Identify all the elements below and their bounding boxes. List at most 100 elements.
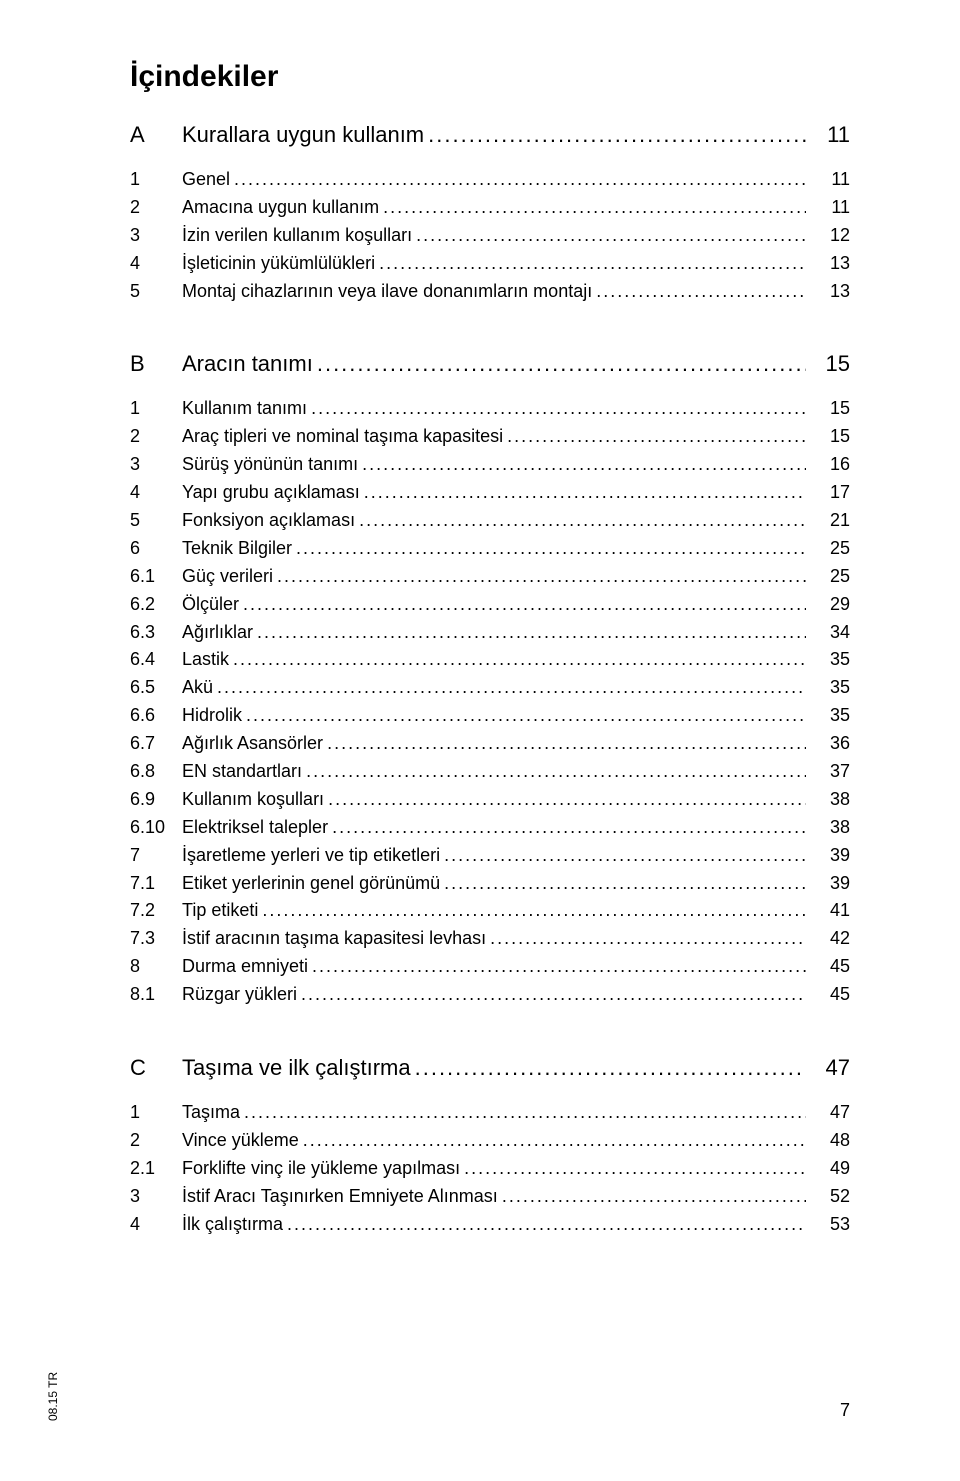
toc-section-title: Taşıma ve ilk çalıştırma bbox=[182, 1055, 415, 1081]
toc-entry-page: 15 bbox=[806, 395, 850, 423]
toc-entry: 6.3Ağırlıklar...........................… bbox=[130, 619, 850, 647]
toc-entry: 2Vince yükleme..........................… bbox=[130, 1127, 850, 1155]
section-separator bbox=[130, 1009, 850, 1037]
toc-entry-number: 4 bbox=[130, 250, 182, 278]
toc-entry-number: 6.2 bbox=[130, 591, 182, 619]
toc-entry: 7İşaretleme yerleri ve tip etiketleri...… bbox=[130, 842, 850, 870]
page-title: İçindekiler bbox=[130, 60, 850, 94]
toc-section-page: 11 bbox=[806, 122, 850, 148]
toc-entry-title: Kullanım tanımı bbox=[182, 395, 311, 423]
toc-entry-title: Vince yükleme bbox=[182, 1127, 303, 1155]
toc-container: AKurallara uygun kullanım...............… bbox=[130, 122, 850, 1267]
toc-entry-number: 6.4 bbox=[130, 646, 182, 674]
toc-entry-title: Fonksiyon açıklaması bbox=[182, 507, 359, 535]
toc-leader-dots: ........................................… bbox=[233, 646, 806, 674]
toc-leader-dots: ........................................… bbox=[277, 563, 806, 591]
toc-entry-title: İzin verilen kullanım koşulları bbox=[182, 222, 416, 250]
toc-entry: 6.8EN standartları......................… bbox=[130, 758, 850, 786]
toc-leader-dots: ........................................… bbox=[312, 953, 806, 981]
toc-entry-number: 6.5 bbox=[130, 674, 182, 702]
toc-entry-title: Ölçüler bbox=[182, 591, 243, 619]
toc-entry: 3İzin verilen kullanım koşulları........… bbox=[130, 222, 850, 250]
footer-code: 08.15 TR bbox=[46, 1372, 60, 1421]
toc-entry-title: İşaretleme yerleri ve tip etiketleri bbox=[182, 842, 444, 870]
toc-entry: 6.10Elektriksel talepler................… bbox=[130, 814, 850, 842]
toc-entry-title: Sürüş yönünün tanımı bbox=[182, 451, 362, 479]
toc-entry: 7.3İstif aracının taşıma kapasitesi levh… bbox=[130, 925, 850, 953]
toc-entry-number: 7 bbox=[130, 842, 182, 870]
toc-entry-page: 48 bbox=[806, 1127, 850, 1155]
toc-section-page: 47 bbox=[806, 1055, 850, 1081]
toc-entry-page: 36 bbox=[806, 730, 850, 758]
toc-leader-dots: ........................................… bbox=[416, 222, 806, 250]
section-separator bbox=[130, 305, 850, 333]
toc-entry-title: Akü bbox=[182, 674, 217, 702]
toc-leader-dots: ........................................… bbox=[317, 351, 806, 377]
toc-entry-title: Araç tipleri ve nominal taşıma kapasites… bbox=[182, 423, 507, 451]
toc-leader-dots: ........................................… bbox=[296, 535, 806, 563]
toc-entry: 7.1Etiket yerlerinin genel görünümü.....… bbox=[130, 870, 850, 898]
toc-entry-number: 2.1 bbox=[130, 1155, 182, 1183]
toc-entry-number: 6.7 bbox=[130, 730, 182, 758]
toc-entry-number: 7.3 bbox=[130, 925, 182, 953]
toc-entry-title: İşleticinin yükümlülükleri bbox=[182, 250, 379, 278]
toc-leader-dots: ........................................… bbox=[246, 702, 806, 730]
toc-entry-page: 25 bbox=[806, 563, 850, 591]
toc-leader-dots: ........................................… bbox=[234, 166, 806, 194]
toc-entry-page: 13 bbox=[806, 278, 850, 306]
toc-entry: 6.1Güç verileri.........................… bbox=[130, 563, 850, 591]
toc-leader-dots: ........................................… bbox=[383, 194, 806, 222]
toc-entry-title: Durma emniyeti bbox=[182, 953, 312, 981]
toc-leader-dots: ........................................… bbox=[444, 870, 806, 898]
toc-entry-page: 15 bbox=[806, 423, 850, 451]
toc-entry-title: Yapı grubu açıklaması bbox=[182, 479, 364, 507]
toc-entry: 6Teknik Bilgiler........................… bbox=[130, 535, 850, 563]
toc-entry-title: İstif Aracı Taşınırken Emniyete Alınması bbox=[182, 1183, 502, 1211]
toc-entry-title: Genel bbox=[182, 166, 234, 194]
toc-entry-page: 38 bbox=[806, 786, 850, 814]
toc-entry: 3Sürüş yönünün tanımı...................… bbox=[130, 451, 850, 479]
toc-entry-title: Montaj cihazlarının veya ilave donanımla… bbox=[182, 278, 596, 306]
toc-entry: 2.1Forklifte vinç ile yükleme yapılması.… bbox=[130, 1155, 850, 1183]
toc-entry-page: 34 bbox=[806, 619, 850, 647]
toc-entry-page: 45 bbox=[806, 981, 850, 1009]
toc-entry-page: 11 bbox=[806, 166, 850, 194]
toc-section-letter: C bbox=[130, 1055, 182, 1081]
toc-entry-title: Etiket yerlerinin genel görünümü bbox=[182, 870, 444, 898]
footer-page-number: 7 bbox=[840, 1400, 850, 1421]
toc-entry: 2Araç tipleri ve nominal taşıma kapasite… bbox=[130, 423, 850, 451]
toc-entry-number: 3 bbox=[130, 222, 182, 250]
toc-leader-dots: ........................................… bbox=[379, 250, 806, 278]
toc-section-heading: BAracın tanımı..........................… bbox=[130, 351, 850, 377]
toc-entry: 6.9Kullanım koşulları...................… bbox=[130, 786, 850, 814]
toc-leader-dots: ........................................… bbox=[444, 842, 806, 870]
toc-leader-dots: ........................................… bbox=[328, 786, 806, 814]
toc-entry-title: Kullanım koşulları bbox=[182, 786, 328, 814]
toc-section-heading: AKurallara uygun kullanım...............… bbox=[130, 122, 850, 148]
toc-entry: 6.6Hidrolik.............................… bbox=[130, 702, 850, 730]
toc-entry-page: 45 bbox=[806, 953, 850, 981]
toc-entry: 6.7Ağırlık Asansörler...................… bbox=[130, 730, 850, 758]
toc-entry-page: 16 bbox=[806, 451, 850, 479]
toc-entry: 6.4Lastik...............................… bbox=[130, 646, 850, 674]
toc-leader-dots: ........................................… bbox=[359, 507, 806, 535]
toc-entry-page: 25 bbox=[806, 535, 850, 563]
toc-entry-number: 7.1 bbox=[130, 870, 182, 898]
toc-entry: 1Genel..................................… bbox=[130, 166, 850, 194]
toc-entry-page: 13 bbox=[806, 250, 850, 278]
toc-entry-page: 35 bbox=[806, 646, 850, 674]
toc-entry: 5Fonksiyon açıklaması...................… bbox=[130, 507, 850, 535]
toc-entry-number: 7.2 bbox=[130, 897, 182, 925]
toc-entry-number: 3 bbox=[130, 1183, 182, 1211]
toc-entry-number: 4 bbox=[130, 1211, 182, 1239]
toc-entry: 8.1Rüzgar yükleri.......................… bbox=[130, 981, 850, 1009]
toc-entry-title: Tip etiketi bbox=[182, 897, 262, 925]
toc-entry-number: 8.1 bbox=[130, 981, 182, 1009]
toc-entry-title: Güç verileri bbox=[182, 563, 277, 591]
toc-entry-number: 6 bbox=[130, 535, 182, 563]
toc-section-title: Kurallara uygun kullanım bbox=[182, 122, 428, 148]
toc-entry-title: Hidrolik bbox=[182, 702, 246, 730]
toc-entry: 7.2Tip etiketi..........................… bbox=[130, 897, 850, 925]
toc-entry-number: 5 bbox=[130, 507, 182, 535]
toc-entry-number: 3 bbox=[130, 451, 182, 479]
